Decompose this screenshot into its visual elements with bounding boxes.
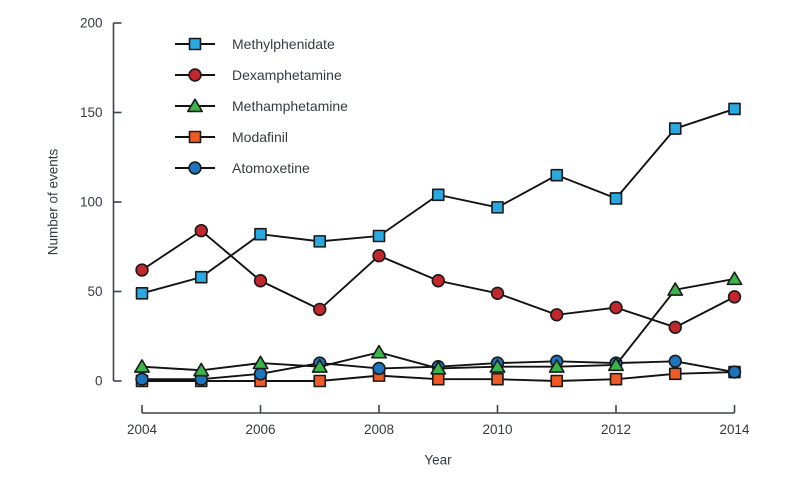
legend-label-methylphenidate: Methylphenidate bbox=[232, 36, 335, 52]
marker-atomoxetine-2008 bbox=[372, 361, 386, 376]
square-marker-icon bbox=[188, 130, 202, 144]
marker-methylphenidate-2005 bbox=[194, 270, 208, 284]
marker-methamphetamine-2004 bbox=[134, 359, 150, 373]
circle-marker-icon bbox=[188, 68, 202, 82]
y-tick-label-200: 200 bbox=[80, 16, 103, 31]
marker-modafinil-2009 bbox=[431, 372, 445, 386]
marker-methylphenidate-2011 bbox=[550, 168, 564, 182]
marker-atomoxetine-2004 bbox=[135, 372, 149, 386]
x-tick-label-2012: 2012 bbox=[601, 422, 631, 437]
legend-label-methamphetamine: Methamphetamine bbox=[232, 98, 348, 114]
marker-methylphenidate-2009 bbox=[431, 188, 445, 202]
legend-item-methamphetamine: Methamphetamine bbox=[172, 97, 348, 115]
marker-atomoxetine-2013 bbox=[668, 354, 682, 369]
marker-methamphetamine-2010 bbox=[489, 359, 506, 373]
marker-methamphetamine-2013 bbox=[667, 282, 684, 296]
y-tick-label-100: 100 bbox=[80, 195, 103, 210]
y-tick-label-0: 0 bbox=[95, 374, 103, 389]
marker-methamphetamine-2012 bbox=[607, 357, 625, 372]
legend-item-atomoxetine: Atomoxetine bbox=[172, 159, 348, 177]
legend-item-methylphenidate: Methylphenidate bbox=[172, 35, 348, 53]
marker-methamphetamine-2007 bbox=[311, 359, 328, 373]
legend-marker-modafinil-icon bbox=[175, 130, 215, 144]
series-line-methamphetamine bbox=[141, 278, 735, 372]
marker-dexamphetamine-2010 bbox=[490, 286, 505, 300]
marker-modafinil-2007 bbox=[313, 374, 327, 388]
marker-dexamphetamine-2014 bbox=[727, 290, 742, 304]
x-axis-title: Year bbox=[424, 452, 452, 468]
marker-methylphenidate-2004 bbox=[135, 286, 149, 300]
marker-methylphenidate-2013 bbox=[668, 122, 682, 135]
marker-methamphetamine-2008 bbox=[370, 344, 388, 359]
legend-label-dexamphetamine: Dexamphetamine bbox=[232, 67, 342, 83]
legend-marker-methamphetamine-icon bbox=[175, 98, 215, 113]
x-tick-label-2004: 2004 bbox=[127, 422, 158, 437]
marker-methylphenidate-2012 bbox=[609, 192, 623, 205]
marker-dexamphetamine-2007 bbox=[313, 302, 327, 317]
marker-modafinil-2013 bbox=[668, 367, 682, 381]
marker-methamphetamine-2014 bbox=[726, 271, 743, 286]
legend-item-modafinil: Modafinil bbox=[172, 128, 348, 146]
marker-methamphetamine-2011 bbox=[548, 359, 565, 373]
marker-dexamphetamine-2004 bbox=[135, 263, 149, 277]
y-tick-label-50: 50 bbox=[87, 284, 102, 299]
marker-dexamphetamine-2011 bbox=[550, 308, 564, 322]
marker-modafinil-2012 bbox=[609, 372, 623, 386]
legend-label-modafinil: Modafinil bbox=[232, 129, 289, 145]
marker-methylphenidate-2008 bbox=[372, 229, 386, 243]
marker-dexamphetamine-2005 bbox=[194, 223, 208, 238]
x-tick-label-2014: 2014 bbox=[719, 422, 750, 437]
legend: Methylphenidate Dexamphetamine Methampheta… bbox=[172, 35, 348, 190]
marker-methylphenidate-2007 bbox=[313, 235, 327, 248]
marker-dexamphetamine-2008 bbox=[372, 249, 386, 263]
marker-methylphenidate-2006 bbox=[254, 227, 267, 241]
legend-label-atomoxetine: Atomoxetine bbox=[232, 160, 310, 176]
triangle-marker-icon bbox=[187, 98, 204, 113]
x-tick-label-2010: 2010 bbox=[482, 422, 512, 437]
marker-methamphetamine-2006 bbox=[252, 355, 269, 370]
y-axis-title: Number of events bbox=[45, 148, 61, 256]
y-tick-label-150: 150 bbox=[80, 105, 103, 120]
marker-modafinil-2010 bbox=[491, 372, 504, 386]
marker-methamphetamine-2009 bbox=[430, 360, 447, 375]
marker-methylphenidate-2014 bbox=[728, 102, 741, 116]
marker-dexamphetamine-2006 bbox=[253, 274, 268, 288]
marker-dexamphetamine-2013 bbox=[668, 320, 682, 334]
marker-modafinil-2011 bbox=[550, 374, 564, 388]
legend-item-dexamphetamine: Dexamphetamine bbox=[172, 66, 348, 84]
x-tick-label-2008: 2008 bbox=[364, 422, 394, 437]
marker-dexamphetamine-2012 bbox=[609, 300, 623, 315]
marker-dexamphetamine-2009 bbox=[431, 274, 445, 288]
x-tick-label-2006: 2006 bbox=[245, 422, 275, 437]
square-marker-icon bbox=[188, 37, 202, 51]
marker-atomoxetine-2006 bbox=[253, 367, 268, 381]
marker-atomoxetine-2014 bbox=[727, 365, 742, 379]
legend-marker-methylphenidate-icon bbox=[175, 37, 215, 51]
marker-methamphetamine-2005 bbox=[193, 362, 210, 377]
legend-marker-dexamphetamine-icon bbox=[175, 68, 215, 82]
legend-marker-atomoxetine-icon bbox=[175, 161, 215, 175]
circle-marker-icon bbox=[188, 161, 202, 175]
marker-methylphenidate-2010 bbox=[491, 201, 504, 214]
